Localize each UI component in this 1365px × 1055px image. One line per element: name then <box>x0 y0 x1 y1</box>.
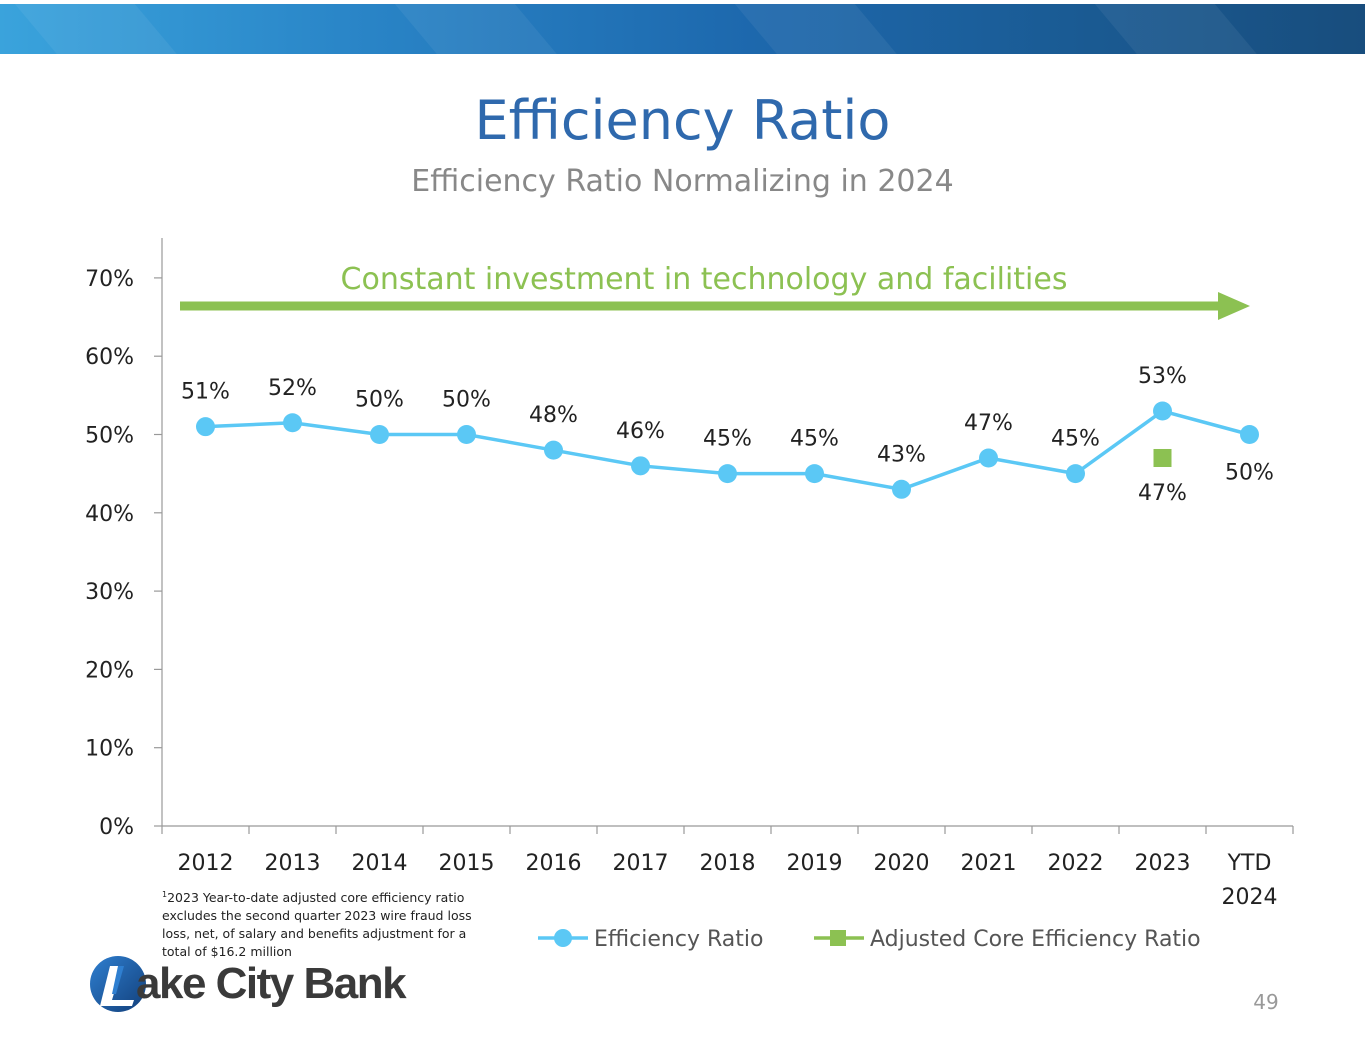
x-tick-label: 2022 <box>1048 851 1104 876</box>
data-label: 43% <box>877 442 926 467</box>
data-label: 50% <box>355 388 404 413</box>
adjusted-core-point <box>1153 448 1172 467</box>
efficiency-ratio-point <box>1240 425 1259 444</box>
efficiency-ratio-point <box>805 464 824 484</box>
efficiency-ratio-point <box>457 425 476 444</box>
y-tick-label: 40% <box>85 502 134 527</box>
data-label: 47% <box>964 411 1013 436</box>
x-tick-label: 2021 <box>961 851 1017 876</box>
investment-annotation: Constant investment in technology and fa… <box>341 262 1068 297</box>
data-label: 45% <box>1051 427 1100 452</box>
y-tick-label: 60% <box>85 345 134 370</box>
slide-subtitle: Efficiency Ratio Normalizing in 2024 <box>411 164 954 199</box>
efficiency-ratio-point <box>196 417 215 437</box>
data-label: 48% <box>529 403 578 428</box>
x-tick-label: YTD <box>1227 851 1272 876</box>
efficiency-ratio-point <box>892 479 911 499</box>
y-tick-label: 0% <box>99 815 134 840</box>
adjusted-data-label: 47% <box>1138 481 1187 506</box>
y-tick-label: 30% <box>85 580 134 605</box>
legend-marker-efficiency <box>554 929 572 947</box>
header-banner <box>0 4 1365 54</box>
logo-text: ake City Bank <box>136 959 407 1008</box>
x-tick-label: 2018 <box>700 851 756 876</box>
x-tick-label: 2013 <box>265 851 321 876</box>
x-tick-label: 2024 <box>1222 885 1278 910</box>
y-tick-label: 50% <box>85 424 134 449</box>
investment-arrow-head <box>1218 292 1250 320</box>
efficiency-ratio-point <box>979 448 998 468</box>
data-label: 51% <box>181 380 230 405</box>
efficiency-ratio-point <box>544 440 563 460</box>
data-label: 46% <box>616 419 665 444</box>
legend-label-adjusted: Adjusted Core Efficiency Ratio <box>870 927 1201 952</box>
x-tick-label: 2012 <box>178 851 234 876</box>
lake-city-bank-logo: ake City Bank <box>88 952 407 1016</box>
x-tick-label: 2020 <box>874 851 930 876</box>
y-tick-label: 10% <box>85 737 134 762</box>
y-tick-label: 70% <box>85 267 134 292</box>
efficiency-ratio-point <box>631 456 650 476</box>
efficiency-ratio-point <box>370 425 389 444</box>
page-number: 49 <box>1253 990 1279 1014</box>
footnote-text: 2023 Year-to-date adjusted core efficien… <box>162 890 472 960</box>
y-tick-label: 20% <box>85 658 134 683</box>
legend-marker-adjusted <box>830 930 846 946</box>
data-label: 45% <box>790 427 839 452</box>
x-tick-label: 2015 <box>439 851 495 876</box>
x-tick-label: 2016 <box>526 851 582 876</box>
slide-title: Efficiency Ratio <box>474 89 891 152</box>
data-label: 53% <box>1138 364 1187 389</box>
logo-mark-icon <box>90 956 146 1012</box>
efficiency-ratio-point <box>1066 464 1085 484</box>
efficiency-ratio-point <box>1153 401 1172 421</box>
x-tick-label: 2023 <box>1135 851 1191 876</box>
footnote-marker: 1 <box>162 890 168 899</box>
efficiency-ratio-point <box>718 464 737 484</box>
x-tick-label: 2019 <box>787 851 843 876</box>
footnote: 12023 Year-to-date adjusted core efficie… <box>162 886 482 961</box>
data-label: 50% <box>442 388 491 413</box>
data-label: 50% <box>1225 461 1274 486</box>
efficiency-ratio-point <box>283 413 302 433</box>
legend-label-efficiency: Efficiency Ratio <box>594 927 763 952</box>
x-tick-label: 2014 <box>352 851 408 876</box>
data-label: 52% <box>268 376 317 401</box>
x-tick-label: 2017 <box>613 851 669 876</box>
data-label: 45% <box>703 427 752 452</box>
